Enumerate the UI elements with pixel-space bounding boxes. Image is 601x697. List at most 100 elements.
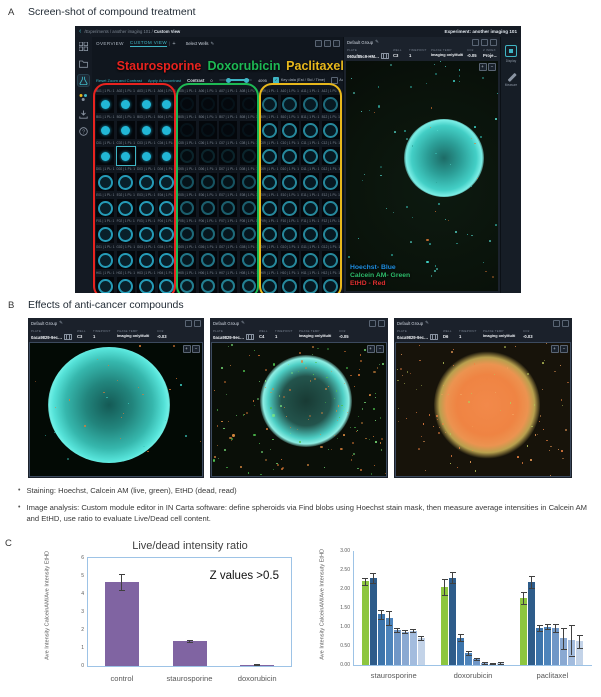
well-D11[interactable]: D11 | 1 PL: 1 — [300, 167, 321, 193]
add-tab-button[interactable]: + — [172, 40, 176, 47]
well-C03[interactable]: C03 | 1 PL: 1 — [136, 141, 157, 167]
well-G11[interactable]: G11 | 1 PL: 1 — [300, 245, 321, 271]
well-F11[interactable]: F11 | 1 PL: 1 — [300, 219, 321, 245]
well-F12[interactable]: F12 | 1 PL: 1 — [320, 219, 342, 245]
download-icon[interactable] — [78, 109, 89, 120]
well-B11[interactable]: B11 | 1 PL: 1 — [300, 115, 321, 141]
well-H07[interactable]: H07 | 1 PL: 1 — [218, 271, 239, 293]
more-icon[interactable] — [562, 319, 569, 327]
well-G09[interactable]: G09 | 1 PL: 1 — [259, 245, 280, 271]
more-icon[interactable] — [378, 319, 385, 327]
well-H08[interactable]: H08 | 1 PL: 1 — [238, 271, 260, 293]
viewer-image[interactable]: + − — [395, 342, 571, 477]
back-chevron-icon[interactable]: ‹ — [79, 28, 82, 35]
well-G06[interactable]: G06 | 1 PL: 1 — [197, 245, 219, 271]
well-D10[interactable]: D10 | 1 PL: 1 — [279, 167, 301, 193]
protocols-icon[interactable] — [78, 58, 89, 69]
well-E03[interactable]: E03 | 1 PL: 1 — [136, 193, 157, 219]
well-E06[interactable]: E06 | 1 PL: 1 — [197, 193, 219, 219]
well-A05[interactable]: A05 | 1 PL: 1 — [177, 89, 198, 115]
more-icon[interactable] — [490, 38, 497, 46]
well-D02[interactable]: D02 | 1 PL: 1 — [115, 167, 137, 193]
well-D09[interactable]: D09 | 1 PL: 1 — [259, 167, 280, 193]
copy-plate-id-icon[interactable] — [245, 334, 254, 340]
well-C02[interactable]: C02 | 1 PL: 1 — [115, 141, 137, 167]
edit-group-icon[interactable]: ✎ — [375, 39, 379, 44]
pop-out-icon[interactable] — [553, 319, 560, 327]
well-C06[interactable]: C06 | 1 PL: 1 — [197, 141, 219, 167]
well-B09[interactable]: B09 | 1 PL: 1 — [259, 115, 280, 141]
well-G02[interactable]: G02 | 1 PL: 1 — [115, 245, 137, 271]
well-C08[interactable]: C08 | 1 PL: 1 — [238, 141, 260, 167]
well-G05[interactable]: G05 | 1 PL: 1 — [177, 245, 198, 271]
well-F07[interactable]: F07 | 1 PL: 1 — [218, 219, 239, 245]
well-B01[interactable]: B01 | 1 PL: 1 — [95, 115, 116, 141]
copy-plate-id-icon[interactable] — [63, 334, 72, 340]
well-B05[interactable]: B05 | 1 PL: 1 — [177, 115, 198, 141]
layout-icon[interactable] — [481, 38, 488, 46]
well-H09[interactable]: H09 | 1 PL: 1 — [259, 271, 280, 293]
select-wells-label[interactable]: Select Wells — [185, 41, 209, 46]
well-B04[interactable]: B04 | 1 PL: 1 — [156, 115, 178, 141]
well-F01[interactable]: F01 | 1 PL: 1 — [95, 219, 116, 245]
viewer-image[interactable]: + − — [211, 342, 387, 477]
well-A01[interactable]: A01 | 1 PL: 1 — [95, 89, 116, 115]
well-A08[interactable]: A08 | 1 PL: 1 — [238, 89, 260, 115]
well-D03[interactable]: D03 | 1 PL: 1 — [136, 167, 157, 193]
pop-out-icon[interactable] — [369, 319, 376, 327]
well-B08[interactable]: B08 | 1 PL: 1 — [238, 115, 260, 141]
well-E08[interactable]: E08 | 1 PL: 1 — [238, 193, 260, 219]
well-G03[interactable]: G03 | 1 PL: 1 — [136, 245, 157, 271]
well-F05[interactable]: F05 | 1 PL: 1 — [177, 219, 198, 245]
well-C10[interactable]: C10 | 1 PL: 1 — [279, 141, 301, 167]
well-G04[interactable]: G04 | 1 PL: 1 — [156, 245, 178, 271]
well-C07[interactable]: C07 | 1 PL: 1 — [218, 141, 239, 167]
edit-group-icon[interactable]: ✎ — [241, 320, 245, 325]
well-G01[interactable]: G01 | 1 PL: 1 — [95, 245, 116, 271]
well-C05[interactable]: C05 | 1 PL: 1 — [177, 141, 198, 167]
well-E10[interactable]: E10 | 1 PL: 1 — [279, 193, 301, 219]
expand-icon[interactable] — [324, 40, 331, 47]
tab-overview[interactable]: OVERVIEW — [96, 41, 124, 46]
well-F03[interactable]: F03 | 1 PL: 1 — [136, 219, 157, 245]
well-F04[interactable]: F04 | 1 PL: 1 — [156, 219, 178, 245]
help-icon[interactable]: ? — [78, 126, 89, 137]
well-E05[interactable]: E05 | 1 PL: 1 — [177, 193, 198, 219]
edit-pencil-icon[interactable]: ✎ — [210, 40, 215, 46]
well-C01[interactable]: C01 | 1 PL: 1 — [95, 141, 116, 167]
well-H06[interactable]: H06 | 1 PL: 1 — [197, 271, 219, 293]
well-E07[interactable]: E07 | 1 PL: 1 — [218, 193, 239, 219]
well-H04[interactable]: H04 | 1 PL: 1 — [156, 271, 178, 293]
edit-group-icon[interactable]: ✎ — [425, 320, 429, 325]
auto-checkbox[interactable]: Auto — [331, 77, 343, 84]
well-H10[interactable]: H10 | 1 PL: 1 — [279, 271, 301, 293]
well-C11[interactable]: C11 | 1 PL: 1 — [300, 141, 321, 167]
spheroid-detail-image[interactable]: + − Hoechst- Blue Calcein AM- Green EtHD… — [346, 61, 498, 291]
grid-view-icon[interactable] — [315, 40, 322, 47]
well-A10[interactable]: A10 | 1 PL: 1 — [279, 89, 301, 115]
edit-group-icon[interactable]: ✎ — [59, 320, 63, 325]
well-E09[interactable]: E09 | 1 PL: 1 — [259, 193, 280, 219]
pop-out-icon[interactable] — [472, 38, 479, 46]
tags-icon[interactable] — [78, 92, 89, 103]
well-G08[interactable]: G08 | 1 PL: 1 — [238, 245, 260, 271]
well-A06[interactable]: A06 | 1 PL: 1 — [197, 89, 219, 115]
well-G10[interactable]: G10 | 1 PL: 1 — [279, 245, 301, 271]
well-H01[interactable]: H01 | 1 PL: 1 — [95, 271, 116, 293]
well-E12[interactable]: E12 | 1 PL: 1 — [320, 193, 342, 219]
well-A02[interactable]: A02 | 1 PL: 1 — [115, 89, 137, 115]
zoom-out-button[interactable]: − — [376, 345, 384, 353]
display-tool[interactable]: Display — [505, 45, 517, 63]
menu-icon[interactable] — [333, 40, 340, 47]
well-A04[interactable]: A04 | 1 PL: 1 — [156, 89, 178, 115]
well-D08[interactable]: D08 | 1 PL: 1 — [238, 167, 260, 193]
well-H02[interactable]: H02 | 1 PL: 1 — [115, 271, 137, 293]
well-F10[interactable]: F10 | 1 PL: 1 — [279, 219, 301, 245]
well-C09[interactable]: C09 | 1 PL: 1 — [259, 141, 280, 167]
zoom-in-button[interactable]: + — [182, 345, 191, 353]
well-H11[interactable]: H11 | 1 PL: 1 — [300, 271, 321, 293]
well-H03[interactable]: H03 | 1 PL: 1 — [136, 271, 157, 293]
well-H05[interactable]: H05 | 1 PL: 1 — [177, 271, 198, 293]
well-B02[interactable]: B02 | 1 PL: 1 — [115, 115, 137, 141]
well-G12[interactable]: G12 | 1 PL: 1 — [320, 245, 342, 271]
